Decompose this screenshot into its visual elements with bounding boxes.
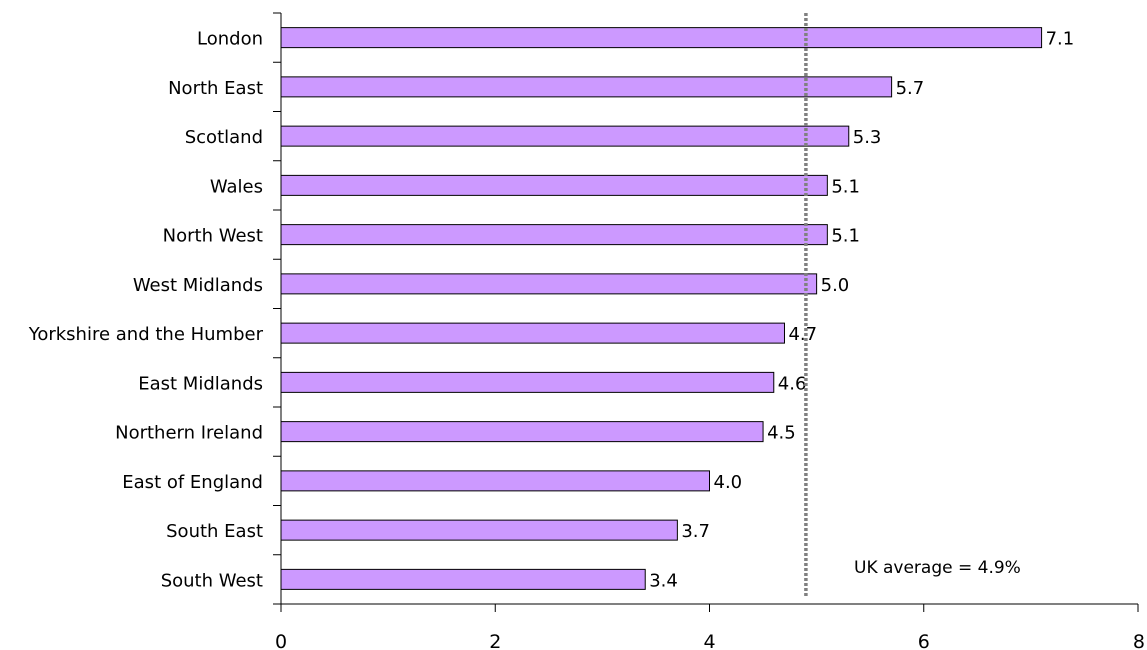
category-label: Yorkshire and the Humber bbox=[28, 324, 264, 345]
category-label: North West bbox=[163, 226, 263, 247]
data-label: 4.7 bbox=[788, 324, 817, 345]
bar bbox=[280, 125, 850, 147]
data-label: 5.0 bbox=[821, 275, 850, 296]
category-label: South West bbox=[161, 570, 263, 591]
data-label: 7.1 bbox=[1046, 29, 1075, 50]
bars bbox=[280, 27, 1043, 590]
bar bbox=[280, 273, 818, 295]
category-label: Northern Ireland bbox=[115, 423, 263, 444]
data-label: 5.3 bbox=[853, 127, 882, 148]
category-label: East of England bbox=[122, 472, 263, 493]
category-labels: London North East Scotland Wales North West W… bbox=[28, 29, 264, 592]
bar bbox=[280, 371, 775, 393]
category-label: North East bbox=[168, 78, 263, 99]
data-label: 4.0 bbox=[714, 472, 743, 493]
x-tick-label: 6 bbox=[918, 631, 930, 650]
category-label: Wales bbox=[210, 176, 263, 197]
category-label: East Midlands bbox=[138, 373, 263, 394]
bar bbox=[280, 519, 678, 541]
bar bbox=[280, 470, 710, 492]
bar bbox=[280, 224, 828, 246]
category-label: West Midlands bbox=[133, 275, 263, 296]
x-tick-label: 0 bbox=[275, 631, 287, 650]
axes bbox=[273, 12, 1139, 612]
data-label: 4.6 bbox=[778, 373, 807, 394]
data-labels: 7.1 5.7 5.3 5.1 5.1 5.0 4.7 4.6 4.5 4.0 3.7 3.4 bbox=[649, 29, 1074, 592]
bar bbox=[280, 421, 764, 443]
x-tick-labels: 0 2 4 6 8 bbox=[275, 631, 1145, 650]
x-tick-label: 8 bbox=[1133, 631, 1145, 650]
bar bbox=[280, 322, 785, 344]
data-label: 4.5 bbox=[767, 423, 796, 444]
category-label: South East bbox=[166, 521, 263, 542]
data-label: 5.7 bbox=[896, 78, 925, 99]
data-label: 5.1 bbox=[831, 176, 860, 197]
bar bbox=[280, 27, 1043, 49]
bar bbox=[280, 76, 893, 98]
category-label: London bbox=[197, 29, 263, 50]
x-tick-label: 4 bbox=[703, 631, 715, 650]
category-label: Scotland bbox=[185, 127, 263, 148]
bar bbox=[280, 568, 646, 590]
data-label: 5.1 bbox=[831, 226, 860, 247]
data-label: 3.4 bbox=[649, 570, 678, 591]
bar bbox=[280, 174, 828, 196]
uk-average-annotation: UK average = 4.9% bbox=[854, 558, 1021, 578]
data-label: 3.7 bbox=[681, 521, 710, 542]
x-tick-label: 2 bbox=[489, 631, 501, 650]
